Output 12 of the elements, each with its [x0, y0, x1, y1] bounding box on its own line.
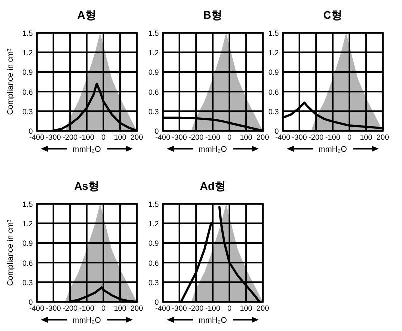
chart-title: A형	[78, 10, 96, 22]
x-axis-title: mmH₂O	[72, 145, 102, 154]
chart-title: C형	[324, 10, 342, 22]
x-axis-title: mmH₂O	[318, 145, 348, 154]
chart-title: B형	[204, 10, 222, 22]
y-axis-title: Compliance in cm³	[6, 220, 15, 286]
x-axis-title: mmH₂O	[72, 316, 102, 325]
y-axis-title: Compliance in cm³	[6, 48, 15, 116]
chart-title: Ad형	[200, 181, 226, 193]
x-axis-title: mmH₂O	[198, 316, 228, 325]
chart-title: As형	[74, 181, 100, 193]
x-axis-title: mmH₂O	[198, 145, 228, 154]
